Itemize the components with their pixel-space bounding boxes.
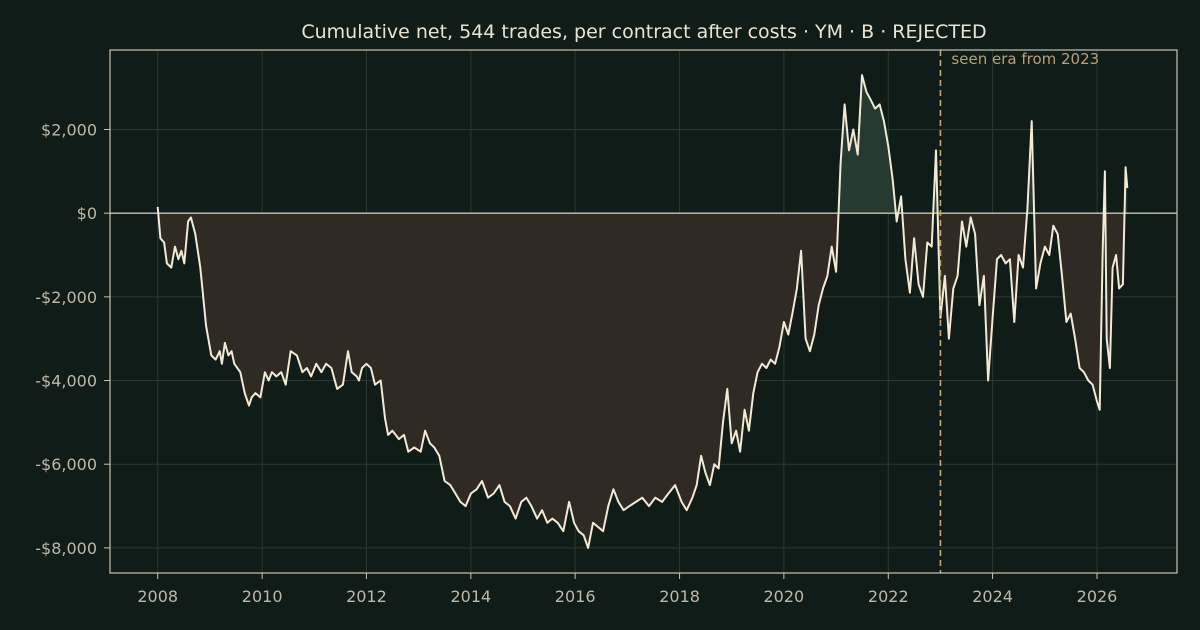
x-tick-label: 2024 [972, 587, 1013, 606]
x-tick-label: 2010 [242, 587, 283, 606]
negative-area [158, 213, 839, 548]
x-tick-label: 2014 [450, 587, 491, 606]
x-tick-label: 2018 [659, 587, 700, 606]
y-tick-label: -$2,000 [35, 288, 97, 307]
chart-title: Cumulative net, 544 trades, per contract… [301, 21, 986, 43]
era-label: seen era from 2023 [951, 50, 1099, 68]
positive-area [838, 75, 896, 214]
x-tick-label: 2026 [1077, 587, 1118, 606]
axis-ticks: 2008 2010 2012 2014 2016 2018 2020 2022 2024 2026… [35, 120, 1117, 606]
negative-area [1034, 213, 1104, 410]
plot-frame [109, 49, 1178, 574]
negative-area [902, 213, 934, 297]
y-tick-label: -$4,000 [35, 372, 97, 391]
era-annotation: seen era from 2023 [939, 50, 1099, 573]
y-tick-label: $0 [77, 204, 97, 223]
y-tick-label: -$8,000 [35, 539, 97, 558]
series-line [156, 74, 1129, 549]
x-tick-label: 2022 [868, 587, 909, 606]
y-tick-label: $2,000 [41, 120, 97, 139]
y-tick-label: -$6,000 [35, 455, 97, 474]
negative-area [937, 213, 1028, 381]
equity-curve [156, 74, 1129, 549]
x-tick-label: 2012 [346, 587, 387, 606]
x-tick-label: 2008 [137, 587, 178, 606]
x-tick-label: 2020 [763, 587, 804, 606]
x-tick-label: 2016 [555, 587, 596, 606]
